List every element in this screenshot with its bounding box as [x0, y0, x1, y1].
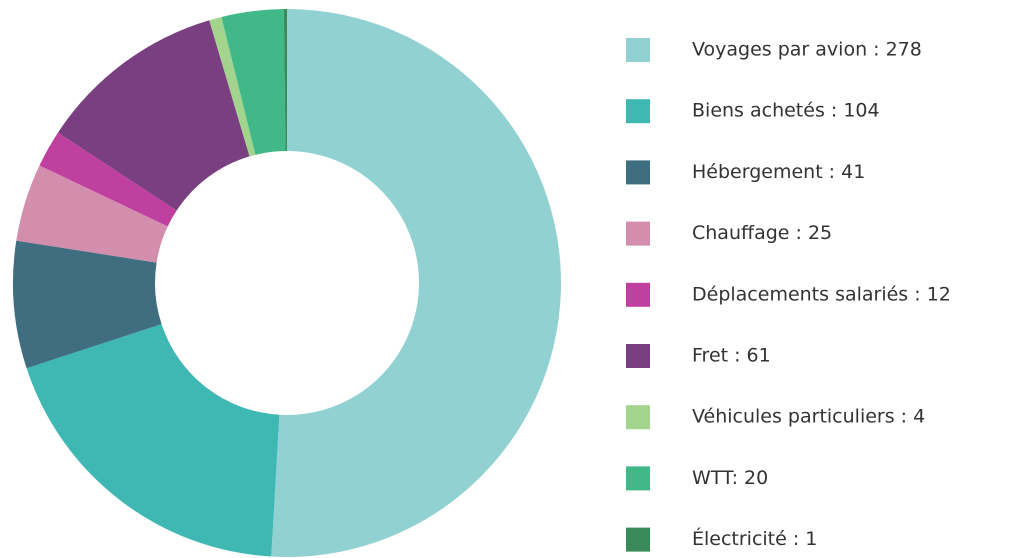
- legend-label: Électricité : 1: [692, 527, 817, 550]
- donut-slice: [283, 9, 287, 152]
- legend-label: Voyages par avion : 278: [692, 39, 922, 61]
- legend-swatch: [626, 221, 650, 246]
- donut-slice: [13, 240, 162, 369]
- legend-swatch: [626, 405, 650, 430]
- donut-slice: [57, 20, 250, 211]
- donut-slice: [271, 9, 562, 557]
- legend-swatch: [626, 466, 650, 491]
- legend-label: Fret : 61: [692, 345, 771, 367]
- donut-slice: [39, 132, 177, 227]
- donut-slice: [221, 9, 286, 155]
- legend-label: Chauffage : 25: [692, 222, 832, 244]
- legend-swatch: [626, 527, 650, 552]
- legend-swatch: [626, 38, 650, 62]
- donut-slice: [26, 324, 280, 557]
- legend-label: Véhicules particuliers : 4: [692, 406, 925, 428]
- donut-slice: [209, 16, 256, 157]
- legend-swatch: [626, 99, 650, 124]
- legend-label: Hébergement : 41: [692, 161, 865, 183]
- donut-slice: [16, 165, 168, 263]
- legend-swatch: [626, 160, 650, 185]
- legend-label: WTT: 20: [692, 467, 768, 489]
- legend-swatch: [626, 344, 650, 368]
- legend-label: Biens achetés : 104: [692, 100, 880, 122]
- legend-swatch: [626, 282, 650, 307]
- legend-label: Déplacements salariés : 12: [692, 283, 951, 305]
